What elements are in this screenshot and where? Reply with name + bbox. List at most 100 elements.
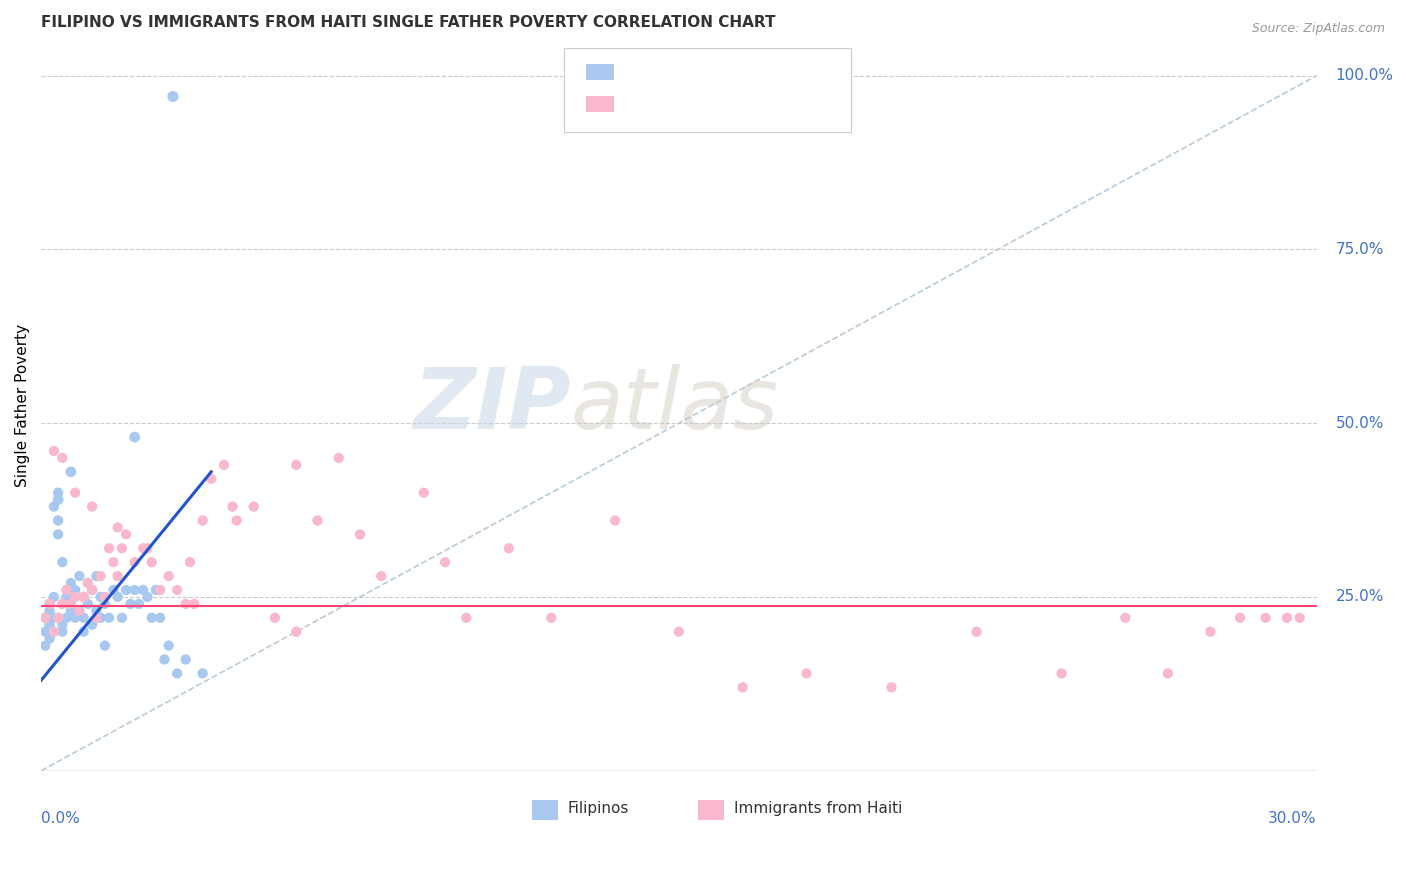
Point xyxy=(153,652,176,666)
Point xyxy=(200,472,222,486)
Point xyxy=(59,576,82,591)
Point xyxy=(46,513,69,527)
Point xyxy=(166,666,188,681)
Point xyxy=(34,624,56,639)
Text: R =  0.002   N = 67: R = 0.002 N = 67 xyxy=(627,99,789,117)
Point xyxy=(124,430,146,444)
Point xyxy=(1229,611,1251,625)
Point xyxy=(63,611,86,625)
Point xyxy=(46,611,69,625)
Point xyxy=(212,458,235,472)
Point xyxy=(191,666,214,681)
Point xyxy=(67,569,90,583)
Point xyxy=(242,500,264,514)
Point xyxy=(668,624,690,639)
Point xyxy=(434,555,457,569)
Point xyxy=(94,639,117,653)
Point xyxy=(46,527,69,541)
Point xyxy=(42,624,65,639)
Point xyxy=(51,597,73,611)
Point xyxy=(141,555,163,569)
Bar xyxy=(533,800,558,821)
Point xyxy=(307,513,329,527)
Point xyxy=(90,569,112,583)
Point xyxy=(225,513,247,527)
Point xyxy=(34,639,56,653)
Text: 100.0%: 100.0% xyxy=(1336,68,1393,83)
Point xyxy=(370,569,392,583)
Point xyxy=(149,611,172,625)
Point xyxy=(111,611,134,625)
Point xyxy=(285,458,308,472)
Point xyxy=(59,597,82,611)
Bar xyxy=(697,800,724,821)
Point xyxy=(94,590,117,604)
Point xyxy=(42,611,65,625)
Point xyxy=(82,582,104,597)
Point xyxy=(77,576,100,591)
Text: Source: ZipAtlas.com: Source: ZipAtlas.com xyxy=(1251,22,1385,36)
Point xyxy=(107,520,129,534)
Point xyxy=(38,597,60,611)
Point xyxy=(63,485,86,500)
Point xyxy=(136,541,159,556)
Point xyxy=(59,465,82,479)
Point xyxy=(42,444,65,458)
Point xyxy=(111,541,134,556)
Point xyxy=(1288,611,1310,625)
Point xyxy=(38,597,60,611)
Point xyxy=(94,597,117,611)
Bar xyxy=(586,95,614,112)
Point xyxy=(82,582,104,597)
Text: R =  0.412   N = 60: R = 0.412 N = 60 xyxy=(627,68,789,86)
Point xyxy=(90,590,112,604)
Point xyxy=(136,590,159,604)
Point xyxy=(38,604,60,618)
Point xyxy=(42,500,65,514)
Point xyxy=(498,541,520,556)
Point xyxy=(51,617,73,632)
Point xyxy=(157,569,180,583)
Point xyxy=(42,624,65,639)
Point xyxy=(221,500,243,514)
Point xyxy=(183,597,205,611)
Point xyxy=(880,681,903,695)
Point xyxy=(59,604,82,618)
Text: 30.0%: 30.0% xyxy=(1268,811,1316,826)
Point xyxy=(124,582,146,597)
Y-axis label: Single Father Poverty: Single Father Poverty xyxy=(15,324,30,487)
Point xyxy=(72,624,94,639)
Point xyxy=(82,617,104,632)
Text: atlas: atlas xyxy=(571,364,779,447)
Point xyxy=(107,569,129,583)
Point xyxy=(46,611,69,625)
Point xyxy=(179,555,201,569)
Point xyxy=(120,597,142,611)
Point xyxy=(124,555,146,569)
Text: 0.0%: 0.0% xyxy=(41,811,80,826)
Point xyxy=(67,604,90,618)
Point xyxy=(72,611,94,625)
Point xyxy=(603,513,626,527)
Point xyxy=(132,541,155,556)
Point xyxy=(1199,624,1222,639)
Point xyxy=(128,597,150,611)
Point xyxy=(107,590,129,604)
Bar xyxy=(586,63,614,79)
Point xyxy=(1050,666,1073,681)
Point xyxy=(51,555,73,569)
Point xyxy=(191,513,214,527)
Point xyxy=(34,611,56,625)
Point xyxy=(162,89,184,103)
Point xyxy=(157,639,180,653)
Point xyxy=(349,527,371,541)
Point xyxy=(1254,611,1277,625)
Point xyxy=(98,541,121,556)
Point xyxy=(540,611,562,625)
Point xyxy=(46,492,69,507)
Point xyxy=(731,681,754,695)
Point xyxy=(264,611,287,625)
Point xyxy=(456,611,478,625)
Text: Immigrants from Haiti: Immigrants from Haiti xyxy=(734,801,903,816)
Point xyxy=(67,604,90,618)
